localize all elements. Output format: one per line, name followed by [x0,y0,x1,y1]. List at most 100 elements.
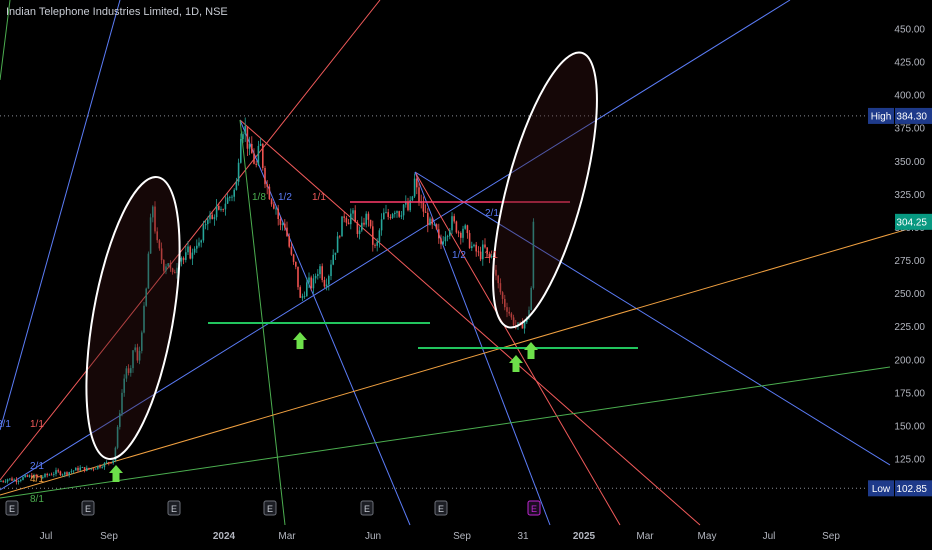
candle-body [257,145,260,165]
candle-body [523,322,526,329]
candle-body [301,296,304,298]
candle-body [482,244,484,260]
candle-body [66,472,68,475]
candle-body [198,242,200,246]
price-tick-label: 425.00 [894,58,925,69]
candle-body [0,481,2,483]
candle-body [136,347,139,361]
candle-body [158,240,161,249]
candle-body [517,322,519,326]
earnings-marker[interactable]: E [263,500,277,516]
low-badge-value-box [895,480,932,497]
candle-body [281,223,284,225]
candle-body [376,241,378,246]
candle-body [167,263,169,267]
candle-body [220,208,222,210]
candle-body [196,245,198,249]
earnings-badge[interactable] [167,500,181,516]
candle-body [189,246,191,259]
time-axis[interactable]: Jul Sep 2024 Mar Jun Sep 31 2025 Mar May Jul Sep [40,531,841,542]
price-tick-label: 375.00 [894,124,925,135]
up-arrow-icon [524,342,538,359]
candle-body [464,225,466,229]
candle-body [147,253,150,289]
earnings-label: E [438,504,444,514]
candle-body [268,186,271,200]
candle-body [114,447,117,461]
time-tick-label: 31 [517,531,529,542]
candle-body [240,138,242,163]
candle-body [233,189,235,197]
candle-body [290,246,293,255]
candle-body [378,230,381,242]
fan-ratio-label: 2/1 [0,419,11,430]
candle-body [44,473,46,477]
last-price-badge-value-text: 304.25 [896,217,927,228]
candle-body [506,307,508,312]
candle-body [264,167,266,185]
candle-body [171,268,174,273]
candle-body [356,222,359,234]
candle-body [185,252,187,260]
candle-body [317,274,319,276]
candle-body [455,221,458,233]
candle-body [429,218,431,226]
candle-body [418,187,420,202]
candle-body [510,313,513,318]
candle-body [413,178,416,197]
earnings-marker[interactable]: E [5,500,19,516]
candle-body [475,244,477,252]
earnings-badge[interactable] [434,500,448,516]
price-tick-label: 125.00 [894,455,925,466]
time-tick-label: 2024 [213,531,236,542]
earnings-label: E [267,504,273,514]
earnings-badge[interactable] [360,500,374,516]
candle-body [330,264,332,277]
candle-body [99,465,101,468]
candle-body [77,467,79,471]
candle-body [266,184,268,187]
candle-body [33,474,35,479]
earnings-badge[interactable] [81,500,95,516]
last-price-badge-value-box [895,213,932,230]
earnings-badge[interactable] [5,500,19,516]
earnings-badge[interactable] [527,500,541,516]
candle-body [424,211,427,213]
last-price-badge: 304.25 [895,213,932,230]
time-tick-label: Jul [40,531,53,542]
earnings-marker[interactable]: E [81,500,95,516]
earnings-marker[interactable]: E [527,500,541,516]
candle-body [369,219,372,227]
candle-body [193,248,196,253]
earnings-badge[interactable] [263,500,277,516]
candle-body [244,126,246,135]
price-tick-label: 175.00 [894,388,925,399]
candle-body [37,476,40,478]
candle-body [490,256,493,258]
up-arrow-icon [109,465,123,482]
candle-body [319,266,321,275]
candle-body [174,272,176,274]
candle-body [504,298,506,308]
highlight-ellipse[interactable] [472,43,619,337]
candle-body [242,134,244,139]
candle-body [372,226,374,245]
earnings-marker[interactable]: E [167,500,181,516]
candle-body [204,224,207,226]
candle-body [286,227,288,237]
candle-body [17,480,20,482]
highlight-ellipse[interactable] [69,170,197,466]
candle-body [460,232,462,238]
price-axis[interactable]: 125.00 150.00 175.00 200.00 225.00 250.00 275.… [868,25,932,497]
earnings-marker[interactable]: E [360,500,374,516]
low-badge: Low 102.85 [868,480,932,497]
candle-body [325,284,328,287]
candle-body [479,251,482,260]
candle-body [28,475,31,477]
earnings-marker[interactable]: E [434,500,448,516]
candle-body [292,254,295,262]
candle-body [422,202,425,212]
candle-body [68,472,70,475]
